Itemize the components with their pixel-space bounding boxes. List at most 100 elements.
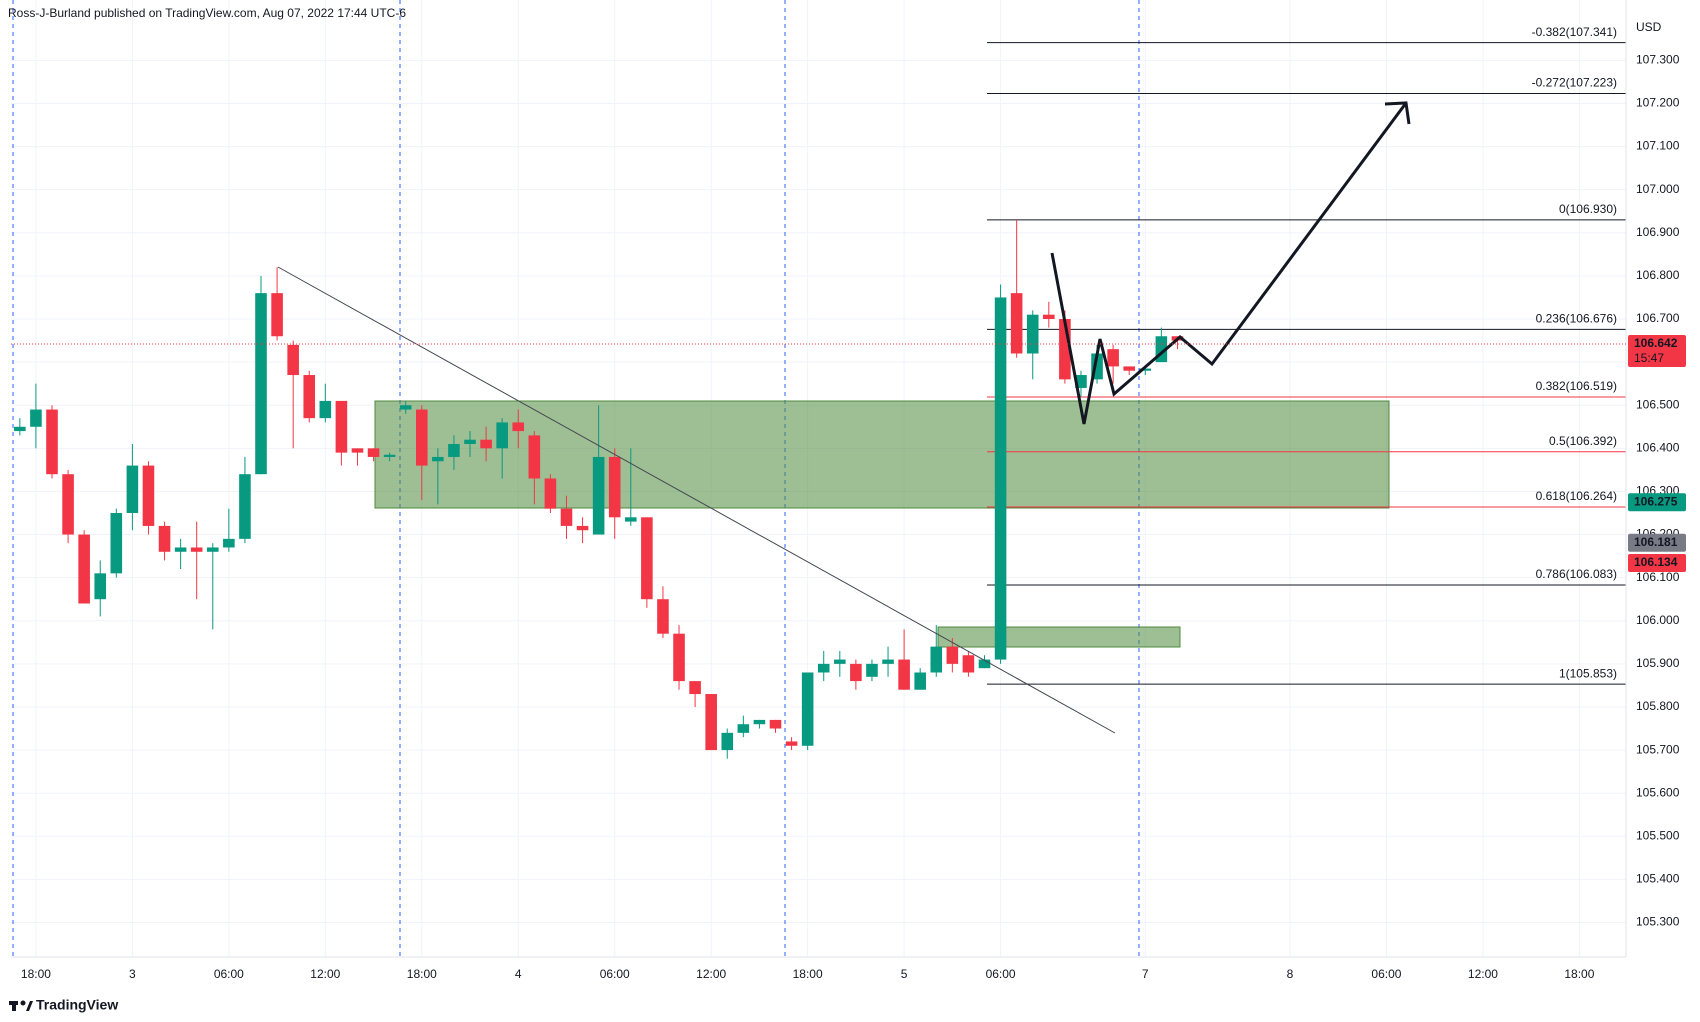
candle-body bbox=[62, 474, 74, 535]
candle-body bbox=[817, 663, 830, 673]
candle-body bbox=[464, 439, 476, 445]
candle-body bbox=[223, 538, 235, 548]
price-tag-label: 106.134 bbox=[1634, 555, 1678, 569]
candle-body bbox=[801, 672, 814, 746]
candle-body bbox=[608, 456, 621, 518]
candle-body bbox=[78, 534, 90, 604]
candle-body bbox=[946, 646, 959, 664]
candle-body bbox=[142, 465, 155, 526]
x-tick-label: 18:00 bbox=[793, 967, 823, 981]
candle-body bbox=[1026, 314, 1039, 354]
candle-body bbox=[1155, 336, 1168, 363]
fib-label: 0.618(106.264) bbox=[1536, 489, 1617, 503]
x-tick-label: 12:00 bbox=[1468, 967, 1498, 981]
candle-body bbox=[480, 439, 492, 449]
candle-body bbox=[737, 724, 750, 733]
fib-label: 0.382(106.519) bbox=[1536, 379, 1617, 393]
candle-body bbox=[1075, 375, 1087, 388]
fib-label: 0.236(106.676) bbox=[1536, 312, 1617, 326]
candle-body bbox=[657, 599, 669, 634]
candle-body bbox=[641, 517, 653, 600]
y-tick-label: 105.500 bbox=[1636, 828, 1680, 842]
y-tick-label: 105.700 bbox=[1636, 742, 1680, 756]
y-tick-label: 105.800 bbox=[1636, 699, 1680, 713]
x-tick-label: 06:00 bbox=[1371, 967, 1401, 981]
candle-body bbox=[560, 508, 573, 526]
y-tick-label: 107.200 bbox=[1636, 96, 1680, 110]
candle-body bbox=[930, 646, 943, 673]
x-tick-label: 06:00 bbox=[986, 967, 1016, 981]
candle-body bbox=[705, 694, 717, 751]
candle-body bbox=[512, 422, 525, 432]
price-tag bbox=[1628, 553, 1686, 572]
y-tick-label: 105.400 bbox=[1636, 872, 1680, 886]
candle-body bbox=[14, 426, 26, 432]
candle-body bbox=[367, 448, 380, 457]
candle-body bbox=[110, 512, 123, 574]
x-tick-label: 4 bbox=[515, 967, 522, 981]
y-tick-label: 106.800 bbox=[1636, 268, 1680, 282]
currency: USD bbox=[1636, 20, 1662, 34]
candle-body bbox=[914, 672, 926, 690]
candle-body bbox=[1010, 293, 1023, 354]
candle-body bbox=[351, 448, 364, 453]
projection-path bbox=[1050, 102, 1408, 425]
y-tick-label: 107.000 bbox=[1636, 182, 1680, 196]
x-tick-label: 06:00 bbox=[214, 967, 244, 981]
candle-body bbox=[785, 741, 798, 746]
candles bbox=[14, 219, 1184, 759]
y-tick-label: 106.700 bbox=[1636, 311, 1680, 325]
trend-line bbox=[277, 266, 1116, 734]
candle-body bbox=[1043, 314, 1055, 319]
candle-body bbox=[769, 719, 782, 729]
price-tag bbox=[1628, 493, 1686, 512]
candle-body bbox=[158, 525, 171, 552]
candle-body bbox=[319, 400, 332, 419]
y-tick-label: 107.300 bbox=[1636, 53, 1680, 67]
candle-body bbox=[592, 456, 605, 535]
arrow-head bbox=[1384, 101, 1411, 125]
demand-zone bbox=[374, 400, 1390, 509]
x-tick-label: 5 bbox=[901, 967, 908, 981]
candle-body bbox=[496, 422, 508, 449]
candle-body bbox=[94, 573, 107, 600]
fibonacci: -0.382(107.341) -0.272(107.223) 0(106.930)… bbox=[987, 25, 1626, 685]
candle-body bbox=[303, 375, 316, 419]
candle-body bbox=[978, 659, 991, 669]
candle-body bbox=[1139, 368, 1152, 371]
candle-body bbox=[898, 659, 910, 690]
x-tick-label: 8 bbox=[1287, 967, 1294, 981]
candle-body bbox=[721, 732, 734, 751]
fib-label: -0.382(107.341) bbox=[1532, 25, 1617, 39]
candle-body bbox=[174, 547, 187, 552]
y-tick-label: 106.400 bbox=[1636, 440, 1680, 454]
fib-label: 0.786(106.083) bbox=[1536, 567, 1617, 581]
candle-body bbox=[834, 659, 846, 664]
footer-brand: TradingView bbox=[36, 997, 118, 1013]
price-tag-label: 106.181 bbox=[1634, 535, 1678, 549]
x-tick-label: 18:00 bbox=[1564, 967, 1594, 981]
candle-body bbox=[30, 409, 42, 427]
countdown-label: 15:47 bbox=[1634, 351, 1664, 365]
candle-body bbox=[544, 478, 557, 509]
candle-body bbox=[625, 517, 637, 522]
price-tag bbox=[1628, 533, 1686, 552]
candle-body bbox=[399, 405, 412, 410]
candle-body bbox=[1059, 319, 1071, 380]
candle-body bbox=[528, 435, 541, 479]
candle-body bbox=[126, 465, 139, 513]
candle-body bbox=[383, 454, 396, 457]
x-tick-label: 18:00 bbox=[407, 967, 437, 981]
fib-label: 0.5(106.392) bbox=[1549, 434, 1617, 448]
candle-body bbox=[432, 456, 444, 462]
candle-body bbox=[753, 719, 766, 725]
demand-zone bbox=[937, 626, 1181, 648]
candle-body bbox=[46, 409, 58, 475]
x-tick-label: 7 bbox=[1142, 967, 1149, 981]
candle-body bbox=[206, 547, 219, 552]
candle-body bbox=[994, 297, 1007, 660]
candle-body bbox=[415, 409, 428, 466]
candle-body bbox=[850, 663, 862, 682]
